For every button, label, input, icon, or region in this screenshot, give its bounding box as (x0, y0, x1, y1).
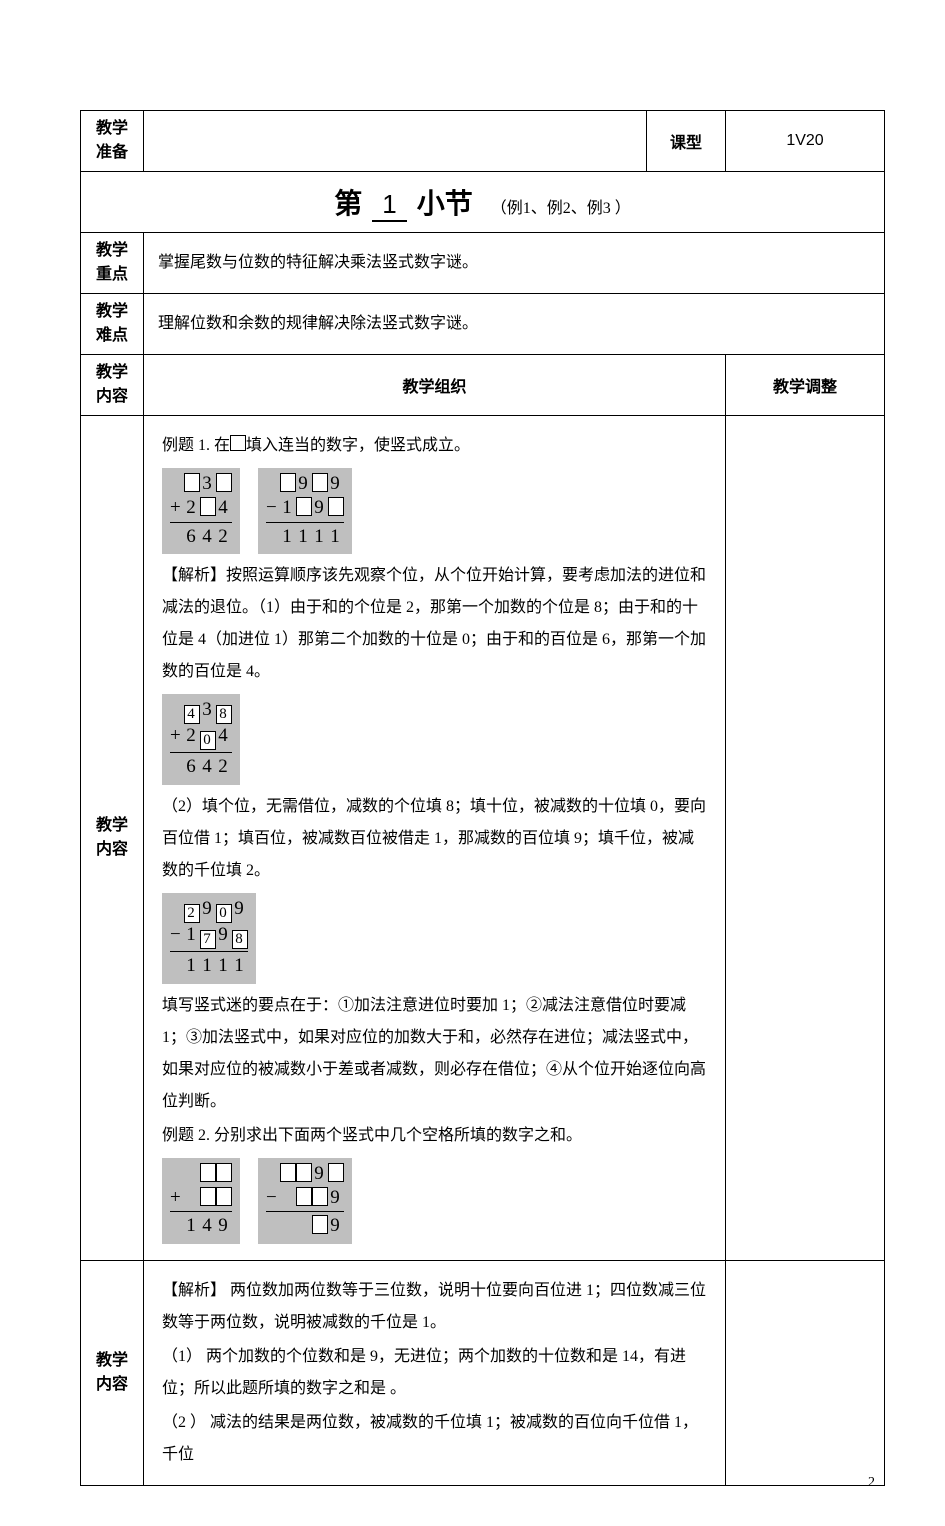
row-preparation: 教学 准备 课型 1V20 (81, 111, 885, 172)
row-body-2: 教学 内容 【解析】 两位数加两位数等于三位数，说明十位要向百位进 1；四位数减… (81, 1261, 885, 1486)
page-number: 2 (868, 1475, 875, 1491)
arith-1c: 438+204642 (162, 694, 240, 785)
row-focus: 教学 重点 掌握尾数与位数的特征解决乘法竖式数字谜。 (81, 233, 885, 294)
lesson-plan-table: 教学 准备 课型 1V20 第 1 小节 （例1、例2、例3 ） 教学 重点 掌… (80, 110, 885, 1486)
header-organization: 教学组织 (144, 355, 726, 416)
item-1: （1） 两个加数的个位数和是 9，无进位；两个加数的十位数和是 14，有进位；所… (162, 1341, 707, 1405)
arith-2b: 9−99 (258, 1158, 352, 1244)
label-difficulty: 教学 难点 (81, 294, 144, 355)
arith-1d: 2909−17981111 (162, 893, 256, 984)
label-focus: 教学 重点 (81, 233, 144, 294)
content-body-2: 【解析】 两位数加两位数等于三位数，说明十位要向百位进 1；四位数减三位数等于两… (144, 1261, 726, 1486)
analysis-1: 【解析】按照运算顺序该先观察个位，从个位开始计算，要考虑加法的进位和减法的退位。… (162, 560, 707, 688)
row-difficulty: 教学 难点 理解位数和余数的规律解决除法竖式数字谜。 (81, 294, 885, 355)
item-2: （2 ） 减法的结果是两位数，被减数的千位填 1；被减数的百位向千位借 1，千位 (162, 1407, 707, 1471)
section-suffix: 小节 (417, 189, 473, 220)
label-content-hdr: 教学 内容 (81, 355, 144, 416)
analysis-2: 【解析】 两位数加两位数等于三位数，说明十位要向百位进 1；四位数减三位数等于两… (162, 1275, 707, 1339)
row-body-1: 教学 内容 例题 1. 在填入连当的数字，使竖式成立。 3+24642 99−1… (81, 416, 885, 1261)
adjust-body-1 (726, 416, 885, 1261)
content-body-1: 例题 1. 在填入连当的数字，使竖式成立。 3+24642 99−191111 … (144, 416, 726, 1261)
section-number: 1 (372, 189, 406, 222)
arith-2a: +149 (162, 1158, 240, 1244)
adjust-body-2 (726, 1261, 885, 1486)
value-preparation (144, 111, 647, 172)
section-paren: （例1、例2、例3 ） (491, 200, 631, 217)
example1-title: 例题 1. 在填入连当的数字，使竖式成立。 (162, 430, 707, 462)
label-class-type: 课型 (647, 111, 726, 172)
section-prefix: 第 (334, 189, 362, 220)
row-section-title: 第 1 小节 （例1、例2、例3 ） (81, 172, 885, 233)
label-body-2: 教学 内容 (81, 1261, 144, 1486)
arith-1b: 99−191111 (258, 468, 352, 554)
para-2: （2）填个位，无需借位，减数的个位填 8；填十位，被减数的十位填 0，要向百位借… (162, 791, 707, 887)
text-focus: 掌握尾数与位数的特征解决乘法竖式数字谜。 (144, 233, 885, 294)
arith-pair-2: +149 9−99 (162, 1154, 707, 1248)
example2-title: 例题 2. 分别求出下面两个竖式中几个空格所填的数字之和。 (162, 1120, 707, 1152)
summary-points: 填写竖式迷的要点在于：①加法注意进位时要加 1；②减法注意借位时要减 1；③加法… (162, 990, 707, 1118)
label-body-1: 教学 内容 (81, 416, 144, 1261)
arith-1a: 3+24642 (162, 468, 240, 554)
arith-pair-1: 3+24642 99−191111 (162, 464, 707, 558)
row-column-headers: 教学 内容 教学组织 教学调整 (81, 355, 885, 416)
value-class-type: 1V20 (726, 111, 885, 172)
text-difficulty: 理解位数和余数的规律解决除法竖式数字谜。 (144, 294, 885, 355)
blank-box-icon (230, 435, 246, 451)
header-adjustment: 教学调整 (726, 355, 885, 416)
label-preparation: 教学 准备 (81, 111, 144, 172)
